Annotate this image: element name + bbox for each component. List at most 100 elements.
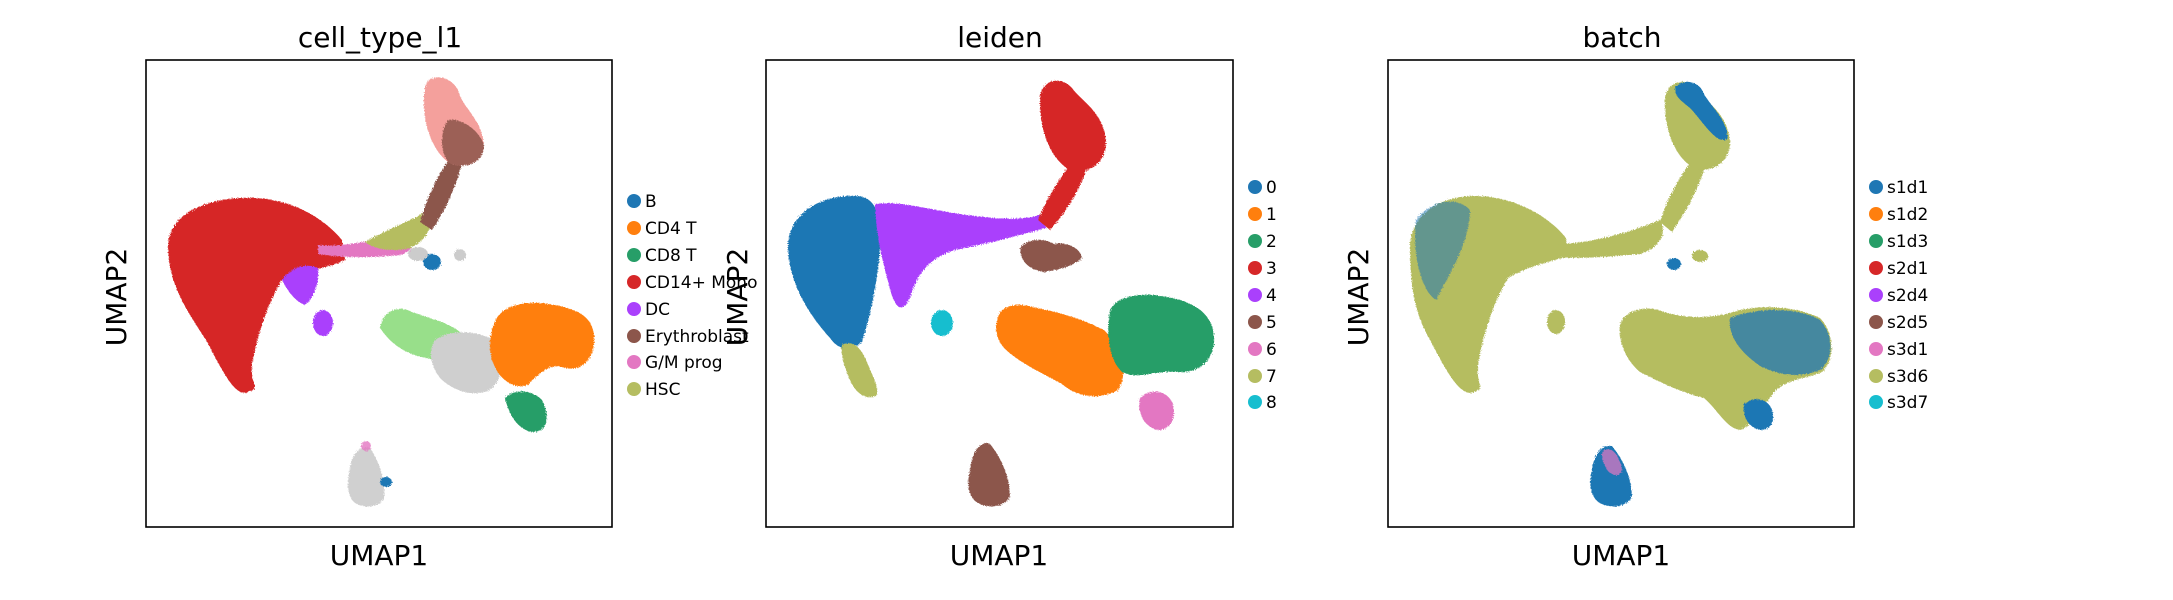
legend-item: 6 xyxy=(1248,340,1277,360)
legend-label: 3 xyxy=(1266,259,1277,279)
cluster-5-small xyxy=(1020,239,1082,272)
legend: s1d1 s1d2 s1d3 s2d1 s2d4 s2d5 xyxy=(1869,178,1928,413)
cluster-b-bottom-blue xyxy=(380,477,392,487)
panel-title: leiden xyxy=(957,21,1043,54)
region-left-lobe-blue xyxy=(1414,201,1470,300)
legend-label: CD4 T xyxy=(645,219,697,239)
legend-label: B xyxy=(645,192,657,212)
legend-label: CD14+ Mono xyxy=(645,273,757,293)
legend-item: s1d2 xyxy=(1869,205,1928,225)
legend-label: DC xyxy=(645,300,670,320)
cluster-dc xyxy=(282,265,319,305)
legend-marker xyxy=(1869,288,1883,302)
legend-marker xyxy=(1248,395,1262,409)
legend-marker xyxy=(1248,342,1262,356)
scatter-points xyxy=(788,80,1215,507)
legend-item: B xyxy=(627,192,657,212)
legend-label: 7 xyxy=(1266,367,1277,387)
cluster-erythroblast-arm xyxy=(420,158,462,230)
cluster-0 xyxy=(788,195,881,349)
cluster-cd14-mono xyxy=(168,197,345,393)
cluster-b-bottom-top xyxy=(361,441,371,451)
legend-item: Erythroblast xyxy=(627,327,749,347)
x-axis-label: UMAP1 xyxy=(330,539,429,572)
legend: 0 1 2 3 4 5 6 xyxy=(1248,178,1277,413)
legend-label: 1 xyxy=(1266,205,1277,225)
legend-label: s2d5 xyxy=(1887,313,1928,333)
cluster-b-small-grey xyxy=(408,247,428,261)
legend-marker xyxy=(627,329,641,343)
legend-item: 7 xyxy=(1248,367,1277,387)
legend-marker xyxy=(627,194,641,208)
region-bridge xyxy=(1540,220,1664,258)
legend-label: s3d7 xyxy=(1887,393,1928,413)
cluster-cd4-t xyxy=(489,302,595,387)
legend-item: s2d5 xyxy=(1869,313,1928,333)
cluster-3-arm xyxy=(1038,158,1088,230)
cluster-2 xyxy=(1108,294,1215,376)
legend-item: s3d6 xyxy=(1869,367,1928,387)
legend-label: s1d2 xyxy=(1887,205,1928,225)
legend-label: HSC xyxy=(645,380,680,400)
x-axis-label: UMAP1 xyxy=(1572,539,1671,572)
cluster-cd8-t xyxy=(505,391,547,432)
legend-label: 5 xyxy=(1266,313,1277,333)
cluster-8 xyxy=(931,310,953,336)
legend-marker xyxy=(627,302,641,316)
plot-frame xyxy=(765,59,1234,528)
legend-label: 4 xyxy=(1266,286,1277,306)
region-satellite xyxy=(1547,310,1565,334)
legend-marker xyxy=(627,275,641,289)
cluster-hsc-bridge xyxy=(365,210,432,250)
cluster-1 xyxy=(996,305,1124,397)
legend-item: 2 xyxy=(1248,232,1277,252)
legend-item: 1 xyxy=(1248,205,1277,225)
region-bottom-mixed xyxy=(1601,449,1622,476)
panel-leiden: leiden UMAP1 UMAP2 xyxy=(721,21,1277,572)
legend-marker xyxy=(627,382,641,396)
legend-marker xyxy=(1869,180,1883,194)
legend-marker xyxy=(627,221,641,235)
legend-marker xyxy=(627,355,641,369)
cluster-b-small xyxy=(423,254,441,270)
legend-item: HSC xyxy=(627,380,680,400)
legend-item: CD14+ Mono xyxy=(627,273,757,293)
legend-item: 4 xyxy=(1248,286,1277,306)
region-top-arm xyxy=(1660,158,1706,232)
x-axis-label: UMAP1 xyxy=(950,539,1049,572)
legend-marker xyxy=(1869,342,1883,356)
legend-label: 6 xyxy=(1266,340,1277,360)
legend-label: s3d6 xyxy=(1887,367,1928,387)
scatter-points xyxy=(168,77,595,507)
legend-item: G/M prog xyxy=(627,353,723,373)
cluster-5-bottom xyxy=(968,443,1010,507)
scatter-points xyxy=(1410,81,1832,507)
legend-marker xyxy=(1869,261,1883,275)
legend-item: CD8 T xyxy=(627,246,697,266)
legend-marker xyxy=(1869,315,1883,329)
panel-title: cell_type_l1 xyxy=(298,21,462,54)
legend-marker xyxy=(1248,207,1262,221)
legend-marker xyxy=(1869,369,1883,383)
legend: B CD4 T CD8 T CD14+ Mono DC Erythroblast xyxy=(627,192,757,400)
legend-item: 0 xyxy=(1248,178,1277,198)
legend-label: s3d1 xyxy=(1887,340,1928,360)
panel-title: batch xyxy=(1582,21,1661,54)
legend-label: CD8 T xyxy=(645,246,697,266)
legend-item: DC xyxy=(627,300,670,320)
legend-item: 5 xyxy=(1248,313,1277,333)
legend-label: 8 xyxy=(1266,393,1277,413)
plot-frame xyxy=(145,59,613,528)
panel-batch: batch UMAP1 UMAP2 xyxy=(1342,21,1928,572)
region-bottom xyxy=(1590,445,1632,507)
legend-marker xyxy=(1248,180,1262,194)
legend-marker xyxy=(1869,207,1883,221)
cluster-b-bottom xyxy=(348,447,385,507)
cluster-3 xyxy=(1040,80,1106,172)
cluster-7 xyxy=(841,343,878,398)
cluster-4 xyxy=(875,203,1046,308)
legend-marker xyxy=(1248,369,1262,383)
legend-item: s2d1 xyxy=(1869,259,1928,279)
region-right-blue xyxy=(1729,309,1831,375)
